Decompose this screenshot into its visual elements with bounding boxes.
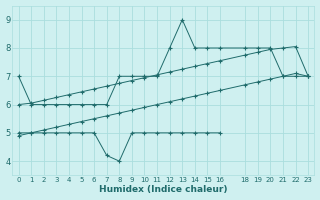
X-axis label: Humidex (Indice chaleur): Humidex (Indice chaleur) (99, 185, 228, 194)
